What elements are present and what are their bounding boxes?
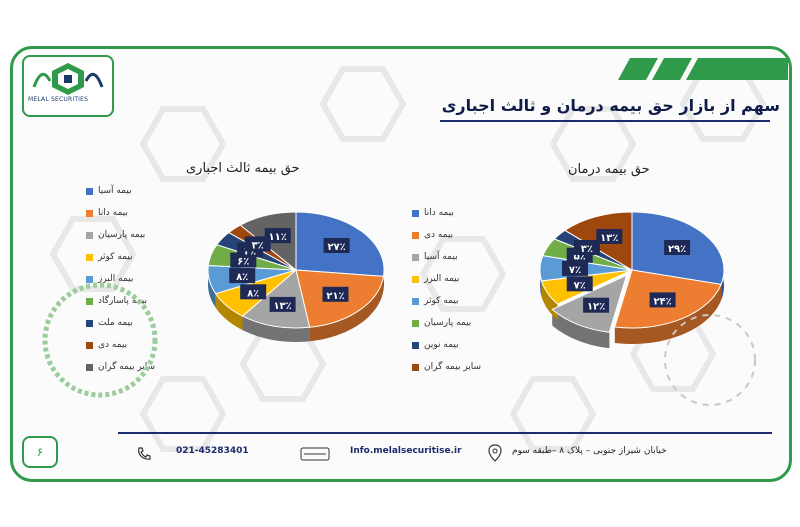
right-data-label-5: ۵٪ bbox=[574, 252, 586, 263]
logo-text: MELAL SECURITIES bbox=[28, 96, 89, 103]
right-legend-label: بیمه نوین bbox=[424, 340, 459, 350]
right-data-label-2: ۱۲٪ bbox=[587, 302, 605, 313]
right-legend-swatch bbox=[412, 210, 419, 217]
left-legend-swatch bbox=[86, 232, 93, 239]
left-legend-swatch bbox=[86, 276, 93, 283]
left-label-bg-2 bbox=[269, 296, 296, 312]
location-icon bbox=[488, 444, 502, 462]
left-legend-label: بیمه ملت bbox=[98, 318, 133, 328]
footer-address: خیابان شیراز جنوبی – پلاک ۸ –طبقه سوم bbox=[512, 446, 667, 456]
left-data-label-3: ۸٪ bbox=[247, 288, 259, 299]
right-chart-title: حق بیمه درمان bbox=[568, 162, 650, 177]
left-chart-title: حق بیمه ثالث اجباری bbox=[186, 161, 300, 176]
right-legend-label: بیمه دی bbox=[424, 230, 454, 240]
page-title: سهم از بازار حق بیمه درمان و ثالث اجباری bbox=[441, 96, 780, 115]
left-legend-label: بیمه البرز bbox=[98, 274, 134, 284]
right-slice-side-2 bbox=[552, 309, 610, 349]
footer-phone: 021-45283401 bbox=[176, 446, 249, 456]
left-legend-swatch bbox=[86, 298, 93, 305]
right-label-bg-3 bbox=[566, 276, 593, 292]
right-label-bg-4 bbox=[562, 260, 588, 276]
left-legend-swatch bbox=[86, 210, 93, 217]
right-label-bg-6 bbox=[573, 240, 600, 255]
right-legend-swatch bbox=[412, 254, 419, 261]
left-data-label-2: ۱۳٪ bbox=[273, 301, 291, 312]
right-legend-swatch bbox=[412, 232, 419, 239]
right-label-bg-1 bbox=[649, 292, 676, 308]
left-label-bg-0 bbox=[323, 238, 350, 253]
right-legend-label: بیمه دانا bbox=[424, 208, 454, 218]
hexagon-background bbox=[49, 66, 767, 452]
right-data-label-7: ۱۳٪ bbox=[600, 233, 618, 244]
left-legend-label: سایر بیمه گران bbox=[98, 362, 156, 372]
right-label-bg-0 bbox=[664, 240, 691, 255]
left-legend-label: بیمه آسیا bbox=[98, 186, 132, 196]
footer-website: Info.melalsecuritise.ir bbox=[350, 446, 462, 456]
right-data-label-6: ۳٪ bbox=[581, 244, 593, 255]
left-data-label-4: ۸٪ bbox=[236, 272, 248, 283]
left-data-label-1: ۲۱٪ bbox=[326, 291, 344, 302]
left-chart-legend: بیمه آسیا بیمه دانا بیمه پارسیان بیمه کوثر ب… bbox=[86, 186, 196, 386]
right-data-label-3: ۷٪ bbox=[574, 280, 586, 291]
right-legend-swatch bbox=[412, 364, 419, 371]
left-legend-label: بیمه پارسیان bbox=[98, 230, 146, 240]
left-legend-swatch bbox=[86, 254, 93, 261]
left-label-bg-3 bbox=[240, 284, 267, 300]
right-label-bg-2 bbox=[583, 297, 610, 313]
left-data-label-0: ۲۷٪ bbox=[327, 242, 345, 253]
left-data-label-6: ۴٪ bbox=[244, 246, 256, 257]
right-legend-swatch bbox=[412, 342, 419, 349]
right-legend-label: سایر بیمه گران bbox=[424, 362, 482, 372]
right-label-bg-7 bbox=[596, 229, 623, 244]
right-legend-swatch bbox=[412, 320, 419, 327]
left-legend-swatch bbox=[86, 188, 93, 195]
left-legend-label: بیمه پاسارگاد bbox=[98, 296, 148, 306]
page-number: ۶ bbox=[22, 436, 58, 468]
left-legend-swatch bbox=[86, 342, 93, 349]
right-data-label-4: ۷٪ bbox=[569, 265, 581, 276]
left-legend-swatch bbox=[86, 320, 93, 327]
left-label-bg-4 bbox=[229, 268, 256, 284]
company-logo: MELAL SECURITIES bbox=[22, 55, 114, 117]
left-legend-label: بیمه دانا bbox=[98, 208, 128, 218]
right-slice-side-1 bbox=[614, 284, 722, 344]
left-slice-side-3 bbox=[215, 293, 243, 331]
left-label-bg-1 bbox=[322, 286, 349, 302]
right-legend-swatch bbox=[412, 298, 419, 305]
right-pie-chart: ۲۹٪۲۴٪۱۲٪۷٪۷٪۵٪۳٪۱۳٪ bbox=[539, 211, 725, 349]
left-data-label-8: ۱۱٪ bbox=[269, 232, 287, 243]
decorative-stripes bbox=[618, 58, 788, 80]
right-legend-label: بیمه آسیا bbox=[424, 252, 458, 262]
web-icon bbox=[300, 447, 330, 461]
decorative-arc-right bbox=[664, 314, 756, 406]
footer-divider bbox=[118, 432, 772, 434]
right-chart-legend: بیمه دانا بیمه دی بیمه آسیا بیمه البرز بیمه … bbox=[412, 208, 522, 388]
right-data-label-1: ۲۴٪ bbox=[653, 296, 671, 307]
title-underline bbox=[440, 120, 770, 122]
left-legend-swatch bbox=[86, 364, 93, 371]
left-label-bg-8 bbox=[264, 228, 291, 244]
right-legend-label: بیمه کوثر bbox=[424, 296, 459, 306]
left-legend-label: بیمه کوثر bbox=[98, 252, 133, 262]
left-data-label-5: ۶٪ bbox=[237, 257, 249, 268]
left-legend-label: بیمه دی bbox=[98, 340, 128, 350]
left-data-label-7: ۳٪ bbox=[252, 240, 264, 251]
left-slice-side-4 bbox=[208, 265, 216, 308]
logo-mark-icon bbox=[32, 63, 104, 95]
right-data-label-0: ۲۹٪ bbox=[668, 244, 686, 255]
right-legend-label: بیمه پارسیان bbox=[424, 318, 472, 328]
left-pie-chart: ۲۷٪ ۲۱٪ ۱۳٪ ۸٪ ۸٪ ۶٪۴٪۳٪ ۱۱٪ bbox=[207, 211, 385, 342]
left-label-bg-7 bbox=[244, 236, 271, 252]
right-legend-label: بیمه البرز bbox=[424, 274, 460, 284]
decorative-arc-left bbox=[42, 282, 158, 398]
left-slice-side-1 bbox=[309, 276, 384, 342]
left-slice-side-2 bbox=[242, 316, 310, 342]
right-legend-swatch bbox=[412, 276, 419, 283]
phone-icon bbox=[138, 447, 151, 460]
